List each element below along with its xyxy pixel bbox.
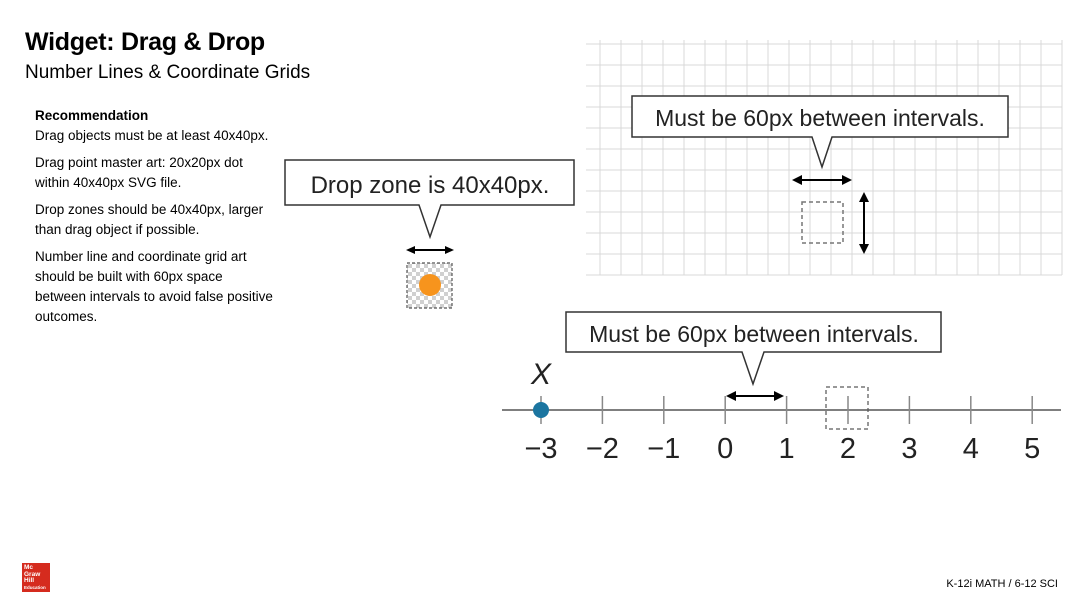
recommendation-text: Drag point master art: 20x20px dot withi… (35, 155, 243, 190)
grid-callout-text: Must be 60px between intervals. (655, 105, 985, 131)
drag-point-dot[interactable] (419, 274, 441, 296)
recommendation-text: Drop zones should be 40x40px, larger tha… (35, 202, 264, 237)
tick-label: 2 (840, 433, 856, 465)
coordinate-grid (586, 40, 1063, 276)
variable-label: X (530, 358, 552, 391)
number-line-drop-zone[interactable] (825, 386, 869, 430)
line-callout-text: Must be 60px between intervals. (589, 321, 919, 347)
tick-label: 5 (1024, 433, 1040, 465)
recommendation-text: Drag objects must be at least 40x40px. (35, 128, 269, 143)
tick-label: 4 (963, 433, 979, 465)
page-subtitle: Number Lines & Coordinate Grids (25, 62, 311, 83)
grid-horizontal-arrow (792, 175, 852, 185)
number-line-interval-callout: Must be 60px between intervals. (565, 311, 942, 387)
footer-text: K-12i MATH / 6-12 SCI (946, 578, 1058, 590)
grid-drop-zone[interactable] (801, 201, 844, 244)
page-title: Widget: Drag & Drop (25, 28, 265, 56)
plotted-point[interactable] (533, 402, 549, 418)
tick-label: −3 (524, 433, 557, 465)
number-line-ticks: −3 −2 −1 0 1 2 3 4 5 (524, 396, 1040, 465)
tick-label: 1 (779, 433, 795, 465)
number-line-interval-arrow (726, 391, 784, 401)
drop-zone-callout-text: Drop zone is 40x40px. (311, 172, 550, 199)
tick-label: 0 (717, 433, 733, 465)
recommendation-text: Number line and coordinate grid art shou… (35, 249, 273, 324)
grid-vertical-arrow (859, 192, 869, 254)
recommendation-panel: Recommendation Drag objects must be at l… (35, 106, 275, 334)
drop-zone-width-arrow (406, 246, 454, 254)
tick-label: 3 (901, 433, 917, 465)
drop-zone-callout: Drop zone is 40x40px. (284, 159, 575, 240)
recommendation-heading: Recommendation (35, 108, 149, 123)
tick-label: −1 (647, 433, 680, 465)
tick-label: −2 (586, 433, 619, 465)
grid-interval-callout: Must be 60px between intervals. (631, 95, 1009, 170)
brand-logo: Mc Graw Hill Education (22, 563, 50, 592)
